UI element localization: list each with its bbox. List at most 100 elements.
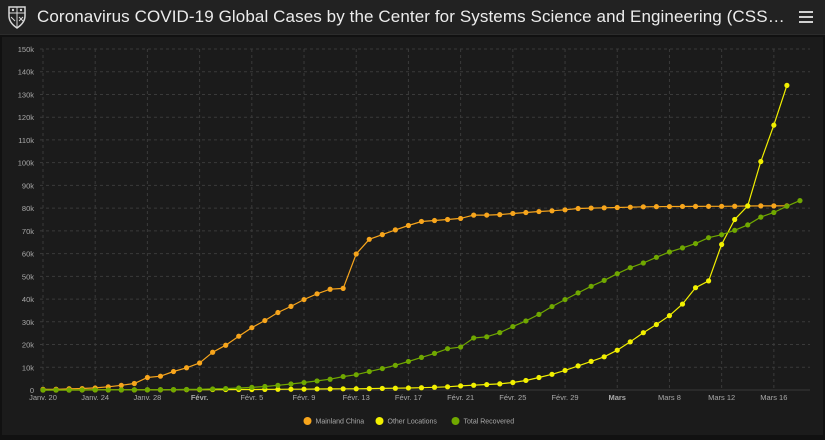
mainland-china-point[interactable] (758, 203, 764, 209)
other-locations-point[interactable] (771, 122, 777, 128)
total-recovered-point[interactable] (79, 387, 85, 393)
other-locations-point[interactable] (379, 385, 385, 392)
mainland-china-point[interactable] (732, 203, 738, 209)
total-recovered-point[interactable] (301, 379, 307, 386)
mainland-china-point[interactable] (262, 317, 268, 324)
other-locations-point[interactable] (627, 339, 633, 345)
other-locations-point[interactable] (314, 386, 320, 392)
other-locations-point[interactable] (405, 385, 412, 391)
mainland-china-point[interactable] (314, 291, 320, 297)
other-locations-point[interactable] (327, 386, 333, 392)
mainland-china-point[interactable] (183, 365, 190, 371)
other-locations-point[interactable] (719, 241, 725, 248)
total-recovered-point[interactable] (601, 277, 607, 283)
mainland-china-point[interactable] (327, 286, 333, 292)
total-recovered-point[interactable] (105, 387, 111, 393)
other-locations-point[interactable] (497, 381, 503, 387)
total-recovered-point[interactable] (157, 387, 164, 393)
total-recovered-point[interactable] (732, 227, 738, 233)
mainland-china-point[interactable] (418, 218, 425, 225)
mainland-china-point[interactable] (679, 203, 686, 210)
other-locations-point[interactable] (484, 381, 490, 388)
other-locations-point[interactable] (562, 367, 568, 374)
other-locations-point[interactable] (692, 285, 699, 291)
other-locations-point[interactable] (705, 278, 712, 284)
total-recovered-point[interactable] (784, 203, 790, 209)
mainland-china-point[interactable] (771, 203, 777, 209)
mainland-china-point[interactable] (588, 205, 594, 211)
total-recovered-point[interactable] (405, 358, 412, 365)
other-locations-point[interactable] (392, 385, 398, 391)
mainland-china-point[interactable] (562, 207, 568, 213)
mainland-china-point[interactable] (340, 285, 346, 291)
other-locations-point[interactable] (614, 347, 620, 353)
other-locations-point[interactable] (679, 301, 686, 307)
total-recovered-point[interactable] (692, 240, 699, 247)
total-recovered-point[interactable] (366, 368, 372, 375)
other-locations-point[interactable] (301, 386, 307, 392)
mainland-china-point[interactable] (236, 333, 242, 339)
mainland-china-point[interactable] (471, 212, 477, 218)
total-recovered-point[interactable] (758, 214, 764, 220)
mainland-china-point[interactable] (666, 203, 673, 210)
total-recovered-point[interactable] (340, 373, 346, 380)
total-recovered-point[interactable] (705, 235, 712, 241)
other-locations-point[interactable] (510, 379, 516, 386)
total-recovered-point[interactable] (40, 387, 46, 393)
other-locations-point[interactable] (431, 384, 438, 390)
other-locations-point[interactable] (275, 386, 281, 392)
mainland-china-point[interactable] (627, 204, 633, 210)
mainland-china-point[interactable] (197, 360, 203, 366)
other-locations-point[interactable] (653, 321, 659, 328)
mainland-china-point[interactable] (431, 217, 438, 224)
other-locations-point[interactable] (523, 377, 529, 384)
mainland-china-point[interactable] (601, 205, 607, 211)
other-locations-point[interactable] (444, 384, 451, 390)
total-recovered-point[interactable] (431, 350, 438, 356)
total-recovered-point[interactable] (327, 376, 333, 382)
other-locations-point[interactable] (575, 363, 581, 369)
total-recovered-point[interactable] (92, 387, 98, 393)
total-recovered-point[interactable] (197, 386, 203, 392)
total-recovered-point[interactable] (353, 372, 359, 378)
total-recovered-point[interactable] (745, 222, 751, 228)
other-locations-point[interactable] (549, 371, 555, 377)
total-recovered-point[interactable] (666, 249, 673, 255)
mainland-china-point[interactable] (536, 208, 542, 215)
mainland-china-point[interactable] (458, 215, 464, 222)
total-recovered-point[interactable] (249, 384, 255, 390)
mainland-china-point[interactable] (497, 212, 503, 218)
total-recovered-point[interactable] (236, 385, 242, 391)
mainland-china-point[interactable] (210, 349, 216, 355)
other-locations-point[interactable] (732, 216, 738, 223)
total-recovered-point[interactable] (640, 260, 646, 266)
mainland-china-point[interactable] (692, 203, 699, 210)
other-locations-point[interactable] (288, 386, 294, 392)
mainland-china-point[interactable] (223, 342, 229, 348)
mainland-china-point[interactable] (653, 204, 659, 210)
total-recovered-point[interactable] (418, 354, 425, 360)
mainland-china-point[interactable] (719, 203, 725, 209)
total-recovered-point[interactable] (484, 334, 490, 340)
mainland-china-point[interactable] (301, 296, 307, 303)
total-recovered-point[interactable] (379, 365, 385, 372)
total-recovered-point[interactable] (549, 303, 555, 310)
mainland-china-point[interactable] (249, 325, 255, 331)
other-locations-point[interactable] (745, 203, 751, 209)
total-recovered-point[interactable] (588, 283, 594, 289)
total-recovered-point[interactable] (653, 254, 659, 260)
mainland-china-point[interactable] (170, 368, 177, 375)
total-recovered-point[interactable] (131, 387, 137, 393)
mainland-china-point[interactable] (549, 208, 555, 214)
other-locations-point[interactable] (784, 82, 790, 88)
mainland-china-point[interactable] (575, 205, 581, 212)
other-locations-point[interactable] (418, 385, 425, 391)
total-recovered-point[interactable] (510, 323, 516, 330)
mainland-china-point[interactable] (484, 212, 490, 218)
mainland-china-point[interactable] (614, 204, 620, 211)
total-recovered-point[interactable] (679, 245, 686, 251)
total-recovered-point[interactable] (210, 386, 216, 392)
other-locations-point[interactable] (666, 313, 673, 319)
mainland-china-point[interactable] (157, 373, 164, 379)
other-locations-point[interactable] (601, 354, 607, 360)
